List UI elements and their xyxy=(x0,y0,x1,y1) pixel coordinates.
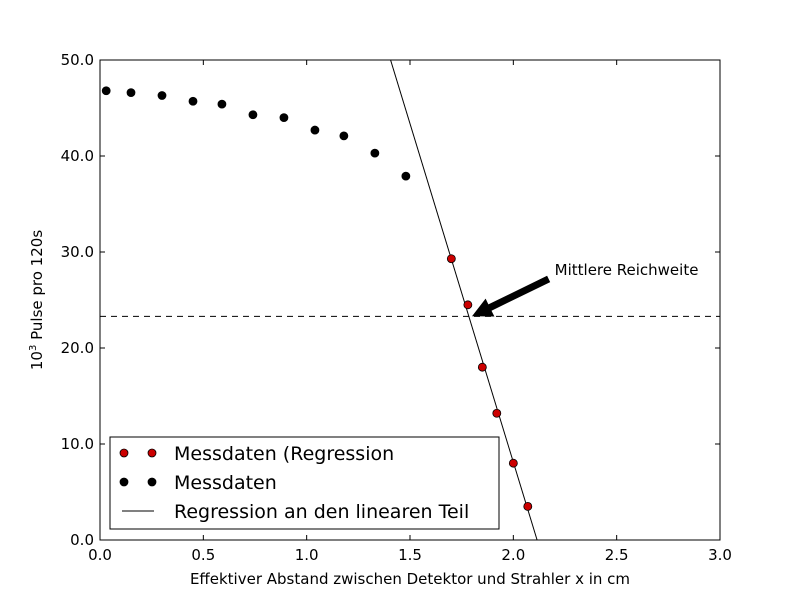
data-point xyxy=(188,96,198,106)
x-tick-label: 0.0 xyxy=(88,546,112,564)
legend-box xyxy=(109,436,500,530)
annotation-label: Mittlere Reichweite xyxy=(555,261,699,279)
legend-marker xyxy=(119,448,129,458)
data-point xyxy=(279,113,289,122)
regression-data-point xyxy=(446,254,456,264)
data-point xyxy=(310,125,320,135)
y-tick-label: 20.0 xyxy=(61,339,94,357)
data-point xyxy=(339,131,349,141)
data-point xyxy=(126,88,136,98)
legend-marker xyxy=(147,448,157,458)
y-tick-label: 30.0 xyxy=(61,243,94,261)
data-point xyxy=(101,86,111,96)
legend-label: Messdaten (Regression xyxy=(174,443,394,465)
y-axis-label-exponent: 3 xyxy=(28,345,39,351)
x-tick-label: 0.5 xyxy=(191,546,215,564)
x-tick-label: 1.0 xyxy=(295,546,319,564)
y-axis-label-base: 10 xyxy=(28,351,46,370)
regression-data-point xyxy=(463,300,473,310)
x-tick-label: 2.0 xyxy=(501,546,525,564)
y-tick-label: 0.0 xyxy=(70,531,94,549)
legend-marker xyxy=(147,477,157,487)
regression-data-point xyxy=(508,458,518,468)
annotation-arrow xyxy=(472,275,551,317)
regression-data-point xyxy=(523,501,533,511)
legend-label: Messdaten xyxy=(174,472,277,494)
legend-label: Regression an den linearen Teil xyxy=(174,501,469,523)
x-tick-label: 2.5 xyxy=(605,546,629,564)
y-axis-label-text: Pulse pro 120s xyxy=(28,230,46,345)
data-point xyxy=(370,148,380,158)
regression-data-point xyxy=(477,362,487,372)
x-axis-label: Effektiver Abstand zwischen Detektor und… xyxy=(190,570,630,588)
y-axis-label: 103 Pulse pro 120s xyxy=(28,230,46,370)
y-tick-label: 10.0 xyxy=(61,435,94,453)
data-point xyxy=(157,91,167,100)
x-tick-label: 1.5 xyxy=(398,546,422,564)
data-point xyxy=(401,171,411,181)
y-tick-label: 40.0 xyxy=(61,147,94,165)
data-point xyxy=(217,99,227,109)
data-point xyxy=(248,110,258,120)
x-tick-label: 3.0 xyxy=(708,546,732,564)
legend-marker xyxy=(119,477,129,487)
y-tick-label: 50.0 xyxy=(61,51,94,69)
regression-data-point xyxy=(492,408,502,418)
